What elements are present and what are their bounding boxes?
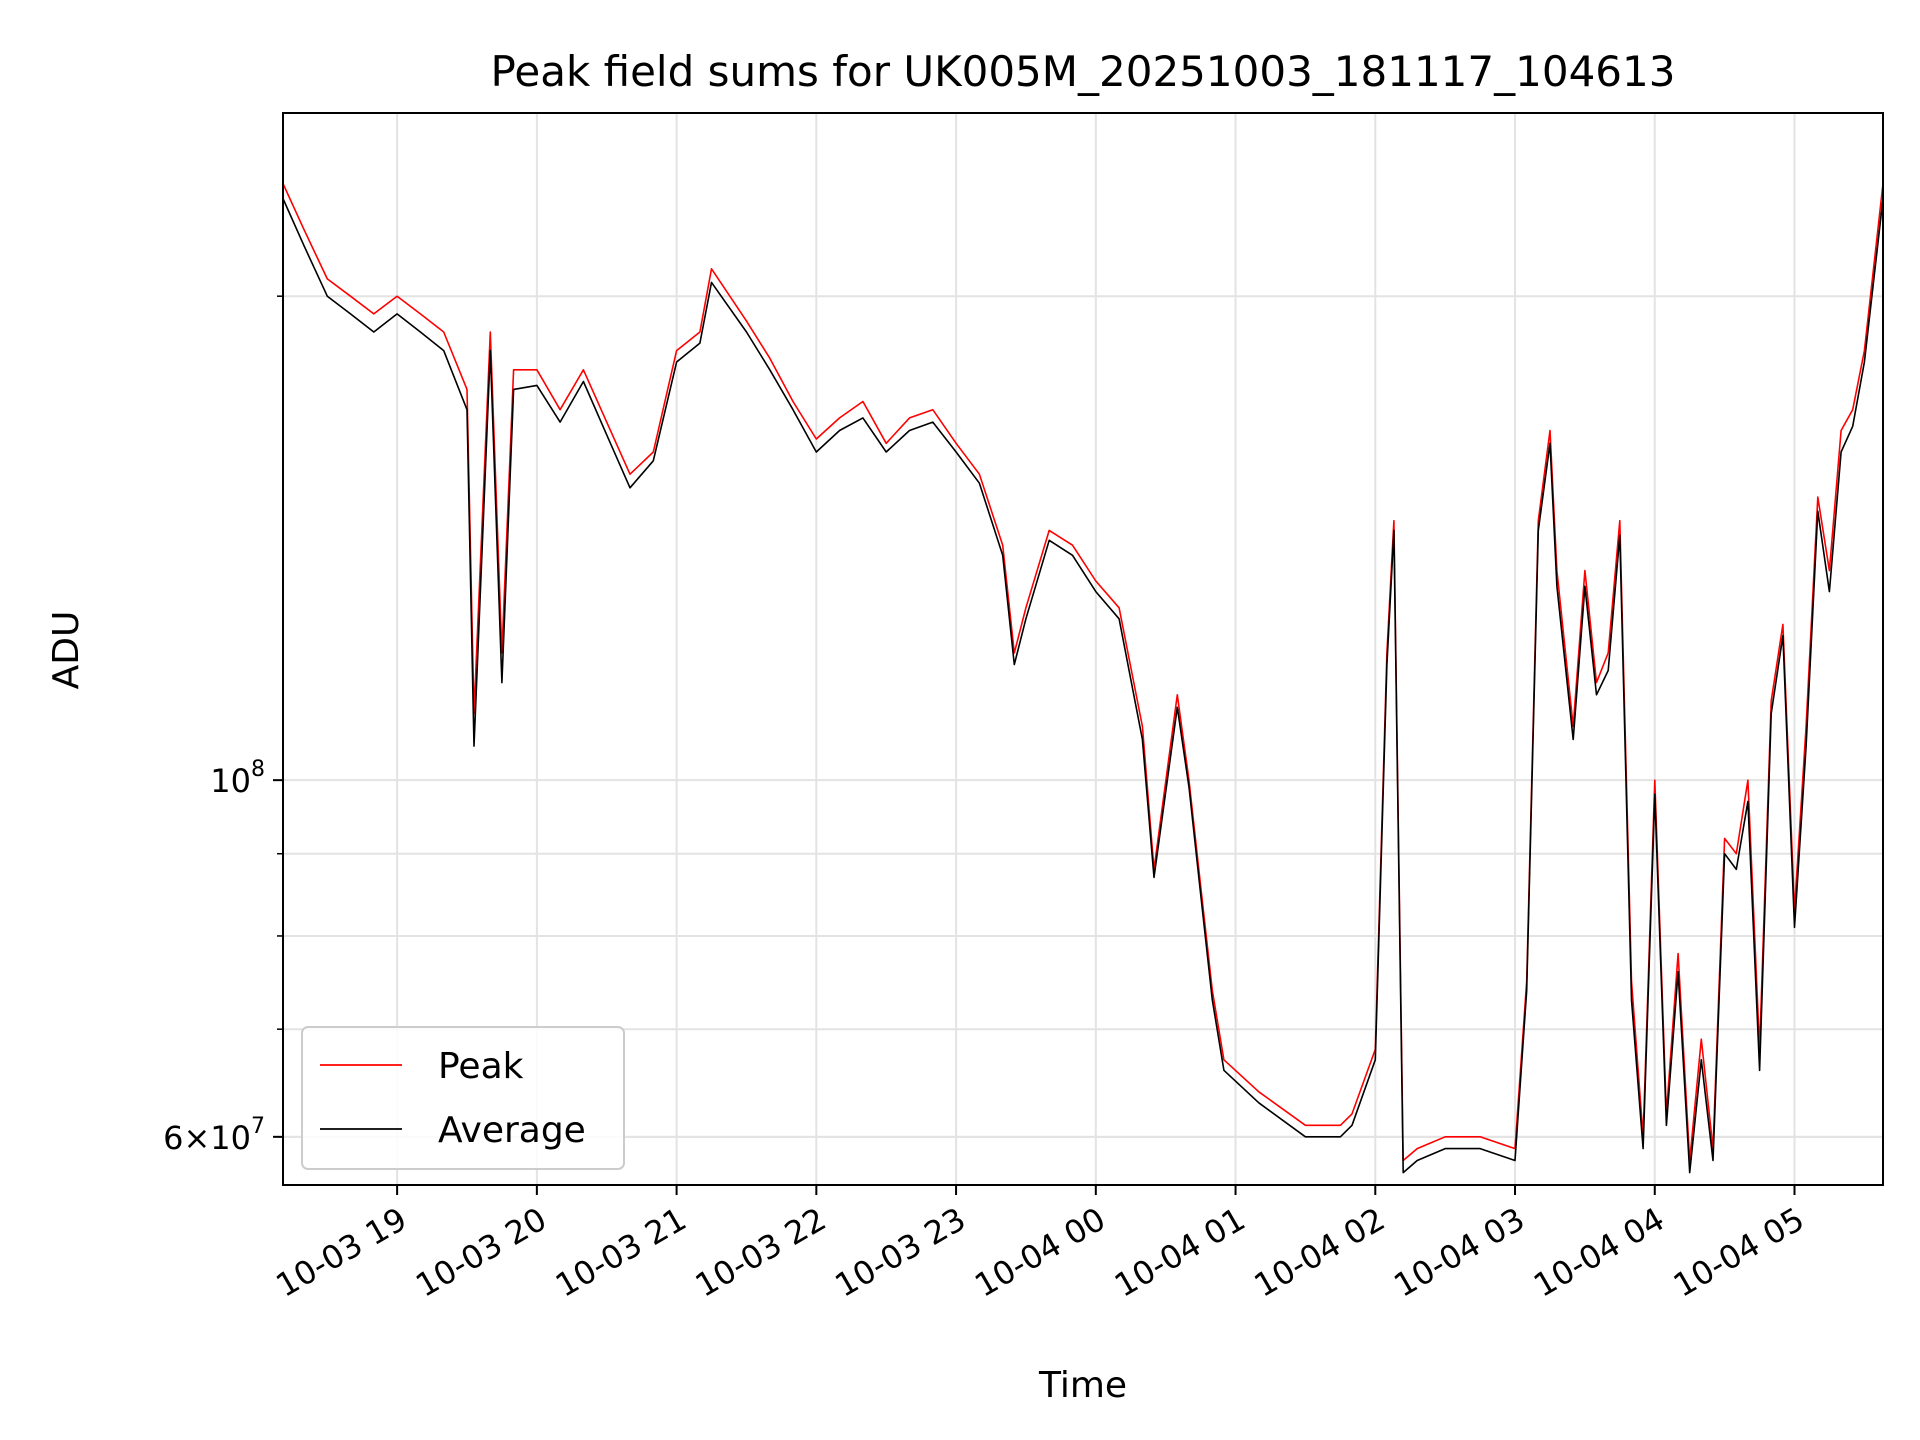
y-axis: 108 6×107 xyxy=(163,295,283,1157)
legend-label-average: Average xyxy=(438,1110,586,1151)
legend-label-peak: Peak xyxy=(438,1046,524,1087)
y-axis-label: ADU xyxy=(46,611,87,690)
grid xyxy=(283,113,1883,1185)
series-line-peak xyxy=(283,183,1883,1162)
legend-box xyxy=(301,1026,625,1170)
legend: Peak Average xyxy=(301,1026,625,1170)
y-tick-label: 108 xyxy=(210,757,265,800)
chart-title: Peak field sums for UK005M_20251003_1811… xyxy=(491,47,1676,96)
plot-frame xyxy=(282,112,1884,1186)
y-tick-label: 6×107 xyxy=(163,1114,265,1157)
series-line-average xyxy=(283,198,1883,1174)
plot-series xyxy=(283,183,1883,1174)
x-axis-label: Time xyxy=(1038,1365,1127,1406)
